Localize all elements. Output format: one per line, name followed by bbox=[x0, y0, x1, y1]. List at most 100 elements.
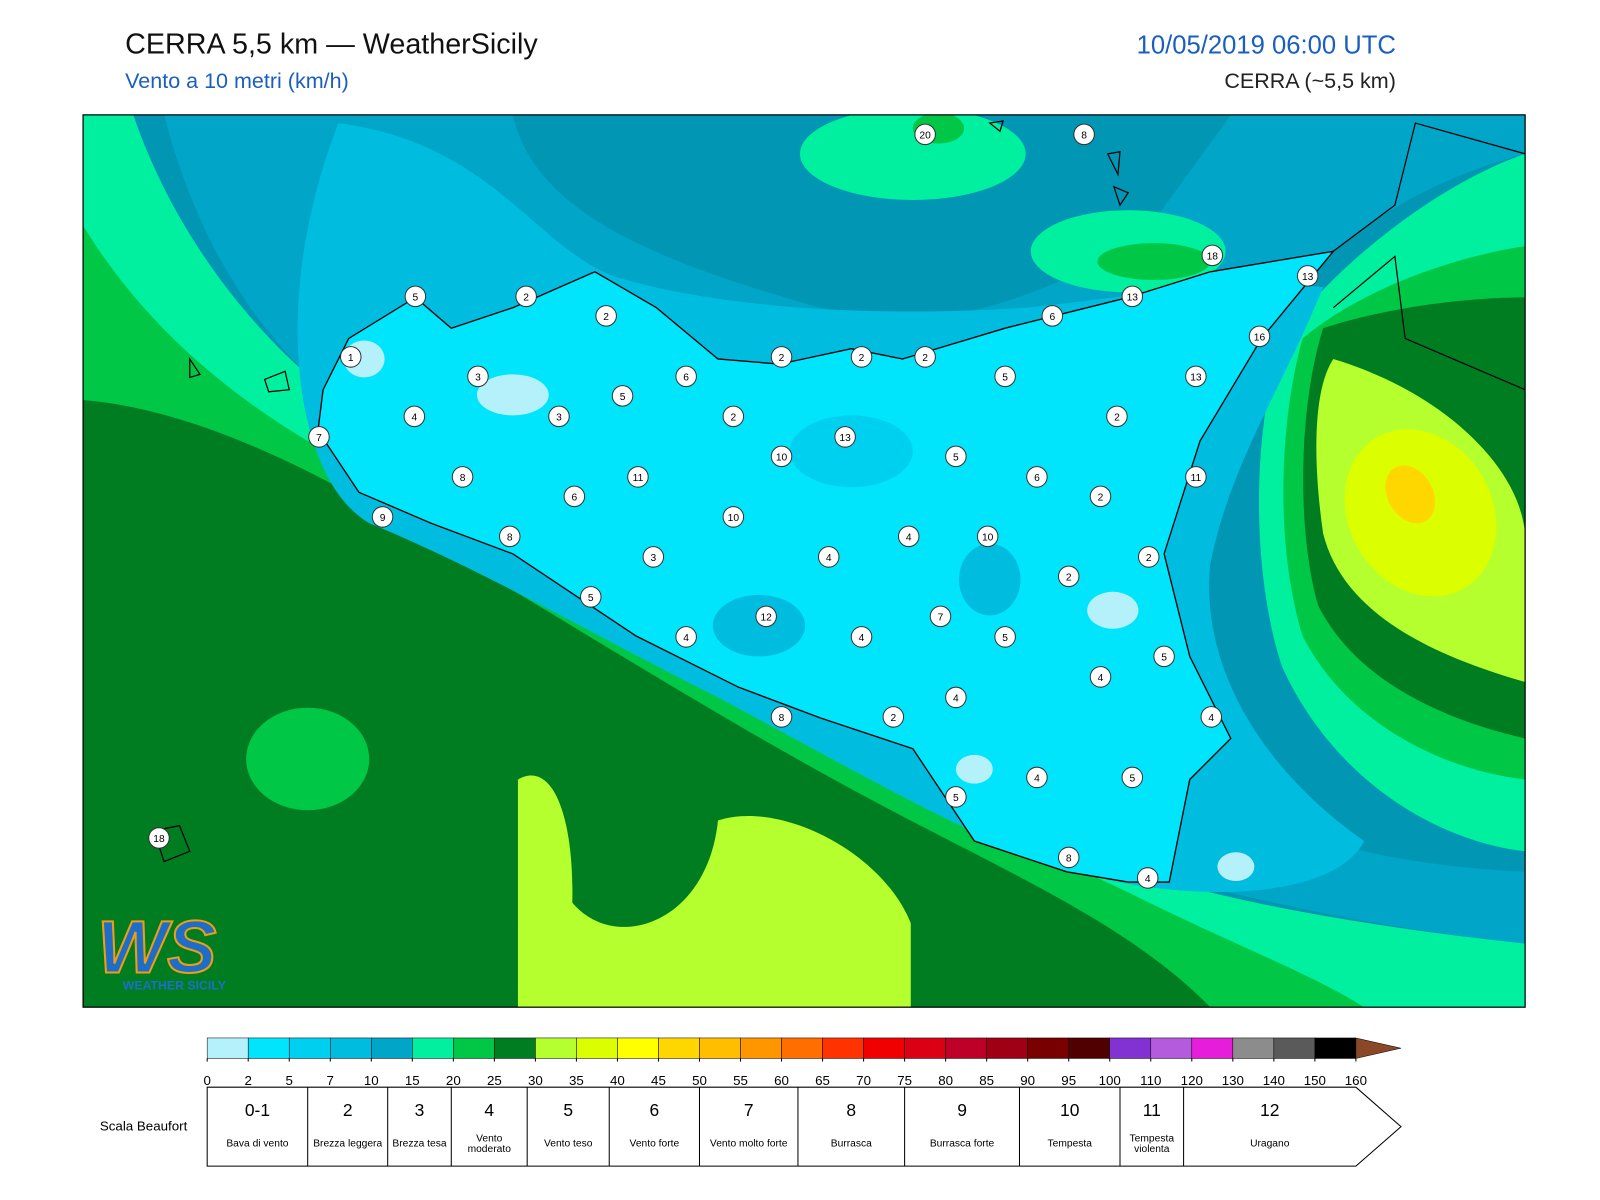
colorbar-tick-label: 50 bbox=[692, 1073, 707, 1088]
contour bbox=[958, 543, 1021, 616]
beaufort-name-box: Tempesta bbox=[1048, 1139, 1092, 1149]
station-value: 13 bbox=[1127, 293, 1139, 304]
contour bbox=[1385, 465, 1436, 524]
station-marker bbox=[1073, 123, 1095, 146]
colorbar-tick-label: 130 bbox=[1222, 1073, 1244, 1088]
beaufort-name: Burrasca forte bbox=[929, 1138, 995, 1150]
colorbar-tick-label: 35 bbox=[569, 1073, 584, 1088]
station-marker bbox=[945, 686, 967, 709]
colorbar-tick-label: 80 bbox=[938, 1073, 953, 1088]
station-value: 13 bbox=[1190, 373, 1202, 384]
station-marker bbox=[722, 405, 745, 428]
station-marker bbox=[834, 426, 856, 448]
station-marker bbox=[1026, 466, 1048, 488]
station-marker bbox=[1248, 325, 1271, 348]
beaufort-name: Uragano bbox=[1250, 1138, 1290, 1150]
station-marker bbox=[404, 285, 427, 308]
colorbar-box bbox=[863, 1037, 905, 1059]
station-value: 2 bbox=[779, 353, 785, 364]
station-value: 5 bbox=[620, 392, 626, 403]
subtitle: Vento a 10 metri (km/h) bbox=[125, 69, 349, 93]
colorbar-tick-label: 65 bbox=[815, 1073, 830, 1088]
colorbar-tick-label: 110 bbox=[1140, 1073, 1161, 1088]
station-value: 2 bbox=[890, 713, 896, 724]
station-marker bbox=[308, 426, 330, 448]
station-value: 3 bbox=[556, 413, 562, 424]
beaufort-name-box: Brezza leggera bbox=[313, 1138, 383, 1150]
colorbar-box bbox=[206, 1037, 249, 1059]
station-value: 20 bbox=[919, 130, 931, 141]
station-value: 3 bbox=[475, 373, 481, 384]
colorbar-tick-label: 45 bbox=[651, 1073, 666, 1088]
station-value: 2 bbox=[730, 413, 736, 424]
station-marker bbox=[1185, 466, 1207, 488]
beaufort-label-box: Scala Beaufort bbox=[99, 1117, 188, 1133]
colorbar-box bbox=[822, 1037, 864, 1059]
colorbar-tick-label: 5 bbox=[286, 1073, 293, 1088]
beaufort-scale: Scala Beaufort 0-1 Bava di vento 2 Brezza le… bbox=[99, 1086, 1402, 1167]
station-marker bbox=[1057, 565, 1080, 588]
station-marker bbox=[1106, 405, 1128, 428]
colorbar-tick-label: 25 bbox=[487, 1073, 502, 1088]
station-value: 10 bbox=[728, 513, 740, 524]
station-value: 2 bbox=[603, 312, 609, 323]
station-marker bbox=[339, 346, 362, 368]
colorbar-tick-label: 120 bbox=[1181, 1073, 1203, 1088]
colorbar-tick-label: 2 bbox=[244, 1073, 251, 1088]
title: CERRA 5,5 km — WeatherSicily bbox=[125, 28, 538, 60]
beaufort-name-box: Tempesta violenta bbox=[1129, 1133, 1175, 1155]
station-marker bbox=[548, 405, 570, 428]
station-value: 5 bbox=[1129, 774, 1135, 785]
station-marker bbox=[1026, 766, 1048, 789]
station-value: 5 bbox=[953, 793, 959, 804]
station-value: 2 bbox=[1066, 573, 1072, 584]
station-marker bbox=[722, 506, 745, 528]
beaufort-name-box: Vento teso bbox=[544, 1139, 592, 1149]
colorbar-tick-label: 70 bbox=[856, 1073, 871, 1088]
station-value: 4 bbox=[1098, 673, 1104, 684]
station-value: 10 bbox=[776, 453, 788, 464]
station-value: 10 bbox=[982, 533, 994, 544]
colorbar-tick-label: 140 bbox=[1263, 1073, 1285, 1088]
colorbar-tick-label: 55 bbox=[733, 1073, 748, 1088]
beaufort-name-box: Uragano bbox=[1250, 1138, 1290, 1150]
contour bbox=[1097, 243, 1211, 280]
colorbar-box bbox=[576, 1037, 618, 1059]
station-marker bbox=[850, 626, 873, 648]
station-value: 2 bbox=[1098, 493, 1104, 504]
beaufort-force: 5 bbox=[563, 1100, 573, 1120]
station-value: 2 bbox=[859, 353, 865, 364]
beaufort-name: Tempesta violenta bbox=[1129, 1133, 1175, 1155]
beaufort-name-box: Vento forte bbox=[630, 1139, 680, 1149]
station-value: 16 bbox=[1254, 333, 1266, 344]
station-marker bbox=[755, 605, 777, 628]
station-marker bbox=[929, 605, 952, 628]
station-marker bbox=[1041, 305, 1064, 327]
datetime: 10/05/2019 06:00 UTC bbox=[1137, 31, 1396, 59]
beaufort-force: 7 bbox=[744, 1100, 754, 1120]
station-marker bbox=[148, 827, 170, 849]
station-marker bbox=[770, 445, 793, 468]
colorbar-tick-label: 100 bbox=[1099, 1073, 1121, 1088]
beaufort-force: 3 bbox=[415, 1100, 425, 1120]
station-marker bbox=[498, 525, 521, 548]
colorbar-box bbox=[1232, 1037, 1275, 1059]
beaufort-name: Brezza leggera bbox=[313, 1138, 383, 1150]
station-value: 2 bbox=[523, 293, 529, 304]
beaufort-name-box: Bava di vento bbox=[226, 1139, 288, 1149]
station-marker bbox=[595, 305, 617, 327]
station-marker bbox=[994, 365, 1016, 388]
colorbar-box bbox=[1027, 1037, 1069, 1059]
station-marker bbox=[563, 485, 586, 508]
station-marker bbox=[770, 346, 793, 368]
station-marker bbox=[1185, 365, 1207, 388]
station-marker bbox=[1136, 867, 1159, 889]
station-value: 2 bbox=[1114, 413, 1120, 424]
beaufort-force: 0-1 bbox=[245, 1100, 270, 1120]
colorbar-tick-label: 90 bbox=[1020, 1073, 1035, 1088]
station-value: 6 bbox=[683, 373, 689, 384]
colorbar-box bbox=[1109, 1037, 1152, 1059]
colorbar-box bbox=[1068, 1037, 1110, 1059]
beaufort-label: Scala Beaufort bbox=[99, 1117, 188, 1133]
